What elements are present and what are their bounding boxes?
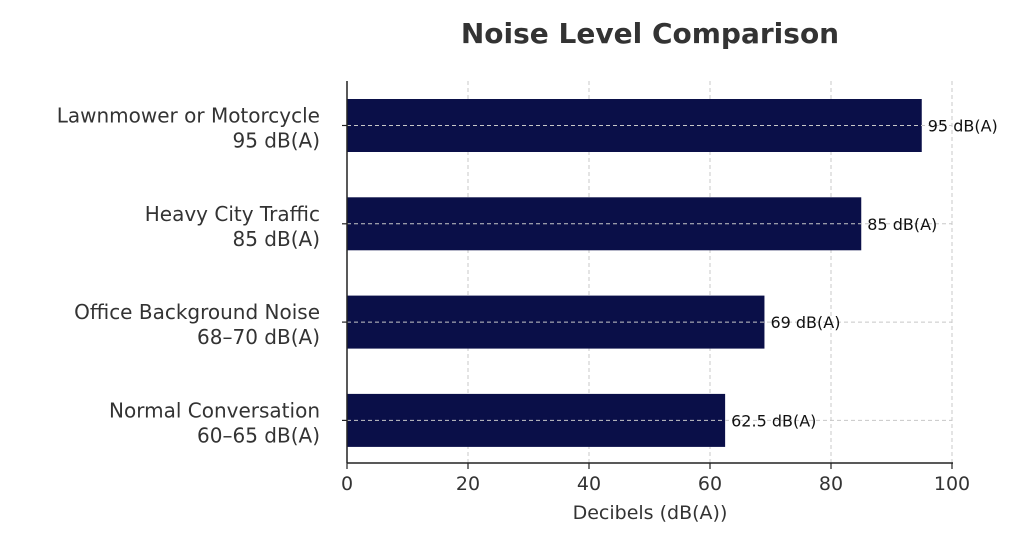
y-tick-labels: Lawnmower or Motorcycle 95 dB(A) Heavy Cit… xyxy=(57,104,347,447)
y-tick-label-line: 95 dB(A) xyxy=(232,129,320,153)
data-label: 85 dB(A) xyxy=(867,215,937,234)
y-tick-label: Normal Conversation 60–65 dB(A) xyxy=(109,398,320,447)
x-axis-label: Decibels (dB(A)) xyxy=(573,502,728,524)
x-tick-label: 60 xyxy=(698,473,722,495)
y-tick-label-line: Office Background Noise xyxy=(74,300,320,324)
x-tick-label: 20 xyxy=(456,473,480,495)
x-tick-label: 80 xyxy=(819,473,843,495)
y-tick-label-line: Normal Conversation xyxy=(109,398,320,422)
chart-title: Noise Level Comparison xyxy=(461,17,839,50)
x-ticks: 0 20 40 60 80 100 xyxy=(341,463,970,495)
y-tick-label-line: 68–70 dB(A) xyxy=(197,325,320,349)
data-label: 69 dB(A) xyxy=(770,313,840,332)
y-tick-label: Lawnmower or Motorcycle 95 dB(A) xyxy=(57,104,320,153)
y-tick-label-line: Heavy City Traffic xyxy=(145,202,320,226)
y-tick-label-line: Lawnmower or Motorcycle xyxy=(57,104,320,128)
x-tick-label: 0 xyxy=(341,473,353,495)
horizontal-grid xyxy=(347,125,952,421)
data-labels: 95 dB(A) 85 dB(A) 69 dB(A) 62.5 dB(A) xyxy=(731,117,998,431)
y-tick-label: Heavy City Traffic 85 dB(A) xyxy=(145,202,320,251)
bars xyxy=(347,99,922,447)
y-tick-label: Office Background Noise 68–70 dB(A) xyxy=(74,300,320,349)
x-tick-label: 100 xyxy=(934,473,970,495)
y-tick-label-line: 60–65 dB(A) xyxy=(197,423,320,447)
data-label: 62.5 dB(A) xyxy=(731,411,816,430)
x-tick-label: 40 xyxy=(577,473,601,495)
bar xyxy=(347,295,765,349)
y-tick-label-line: 85 dB(A) xyxy=(232,227,320,251)
data-label: 95 dB(A) xyxy=(928,117,998,136)
